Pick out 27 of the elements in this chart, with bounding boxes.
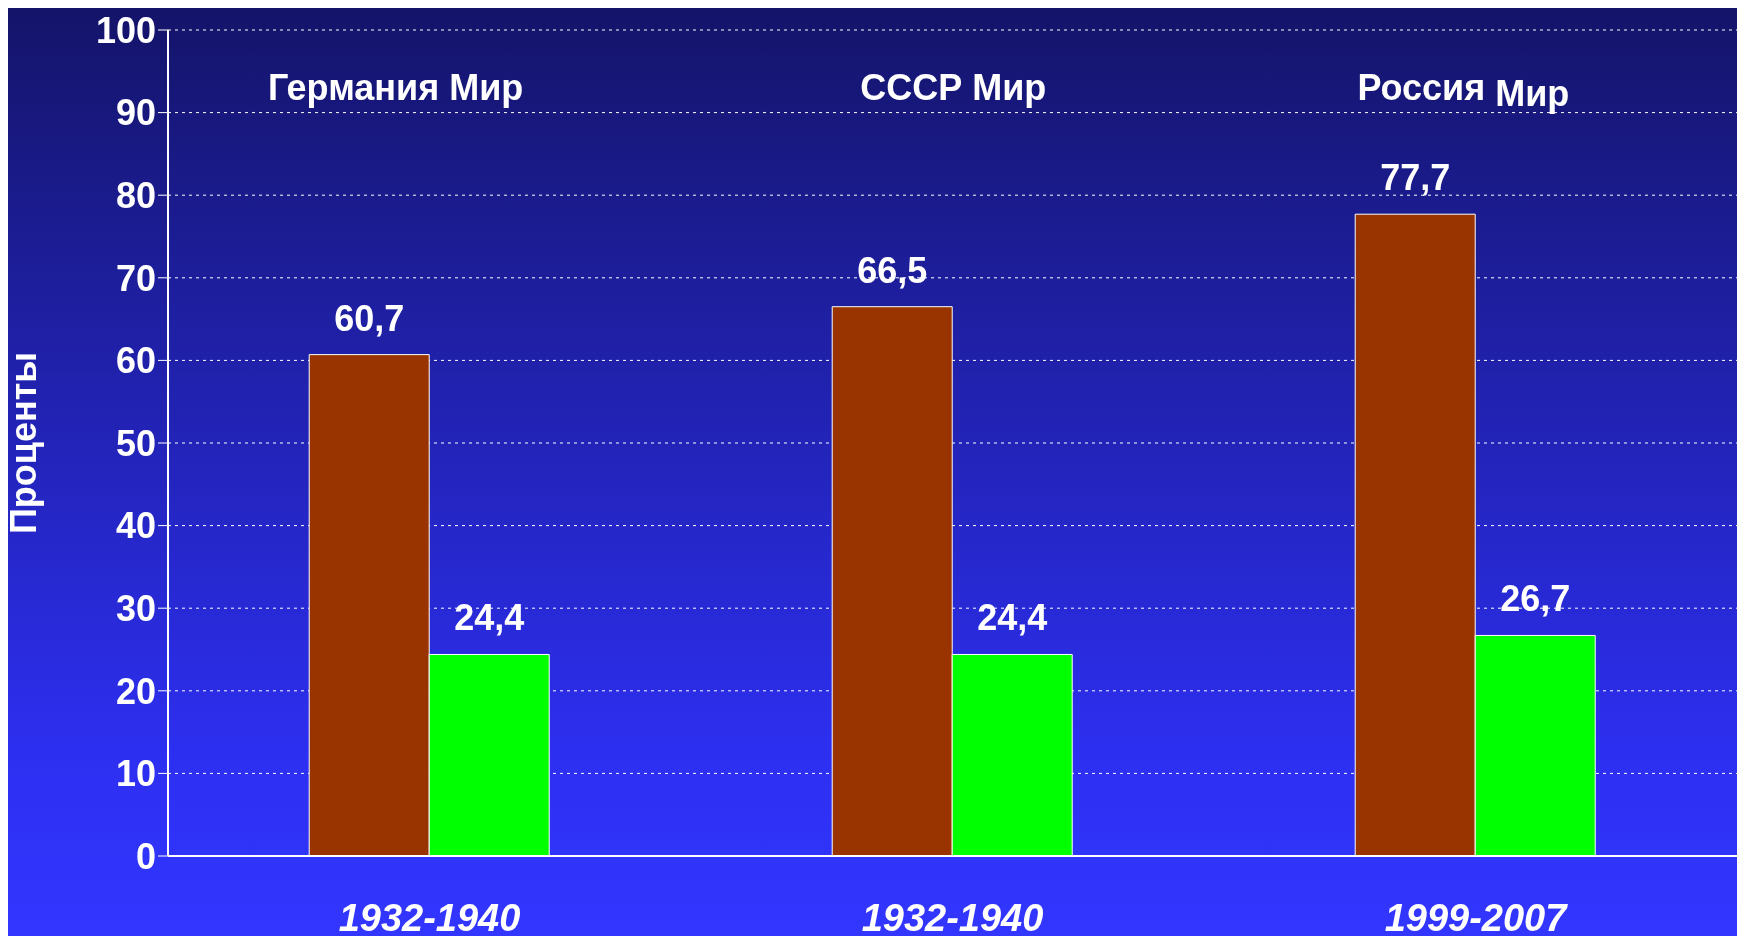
annotation: Мир	[449, 67, 524, 108]
y-tick-label: 20	[115, 670, 156, 712]
y-tick-label: 50	[115, 422, 156, 464]
data-label: 24,4	[977, 597, 1048, 639]
data-label: 26,7	[1500, 578, 1571, 620]
y-tick-label: 30	[115, 587, 156, 629]
y-tick-label: 100	[95, 9, 156, 51]
annotation: Мир	[1495, 73, 1570, 114]
x-tick-label: 1999-2007	[1384, 896, 1569, 939]
data-label: 24,4	[454, 597, 525, 639]
y-tick-label: 0	[135, 835, 156, 877]
annotation: Мир	[972, 67, 1047, 108]
annotation: Германия	[268, 67, 440, 108]
y-tick-label: 90	[115, 92, 156, 134]
y-tick-label: 80	[115, 174, 156, 216]
data-label: 60,7	[334, 297, 405, 339]
y-tick-label: 40	[115, 505, 156, 547]
data-label: 77,7	[1380, 157, 1451, 199]
y-axis-title: Проценты	[2, 351, 44, 535]
y-tick-label: 70	[115, 257, 156, 299]
annotation: Россия	[1357, 67, 1486, 108]
x-tick-label: 1932-1940	[338, 896, 521, 939]
annotation: СССР	[860, 67, 963, 108]
x-tick-label: 1932-1940	[861, 896, 1044, 939]
y-tick-label: 60	[115, 340, 156, 382]
y-tick-label: 10	[115, 753, 156, 795]
data-label: 66,5	[857, 249, 928, 291]
